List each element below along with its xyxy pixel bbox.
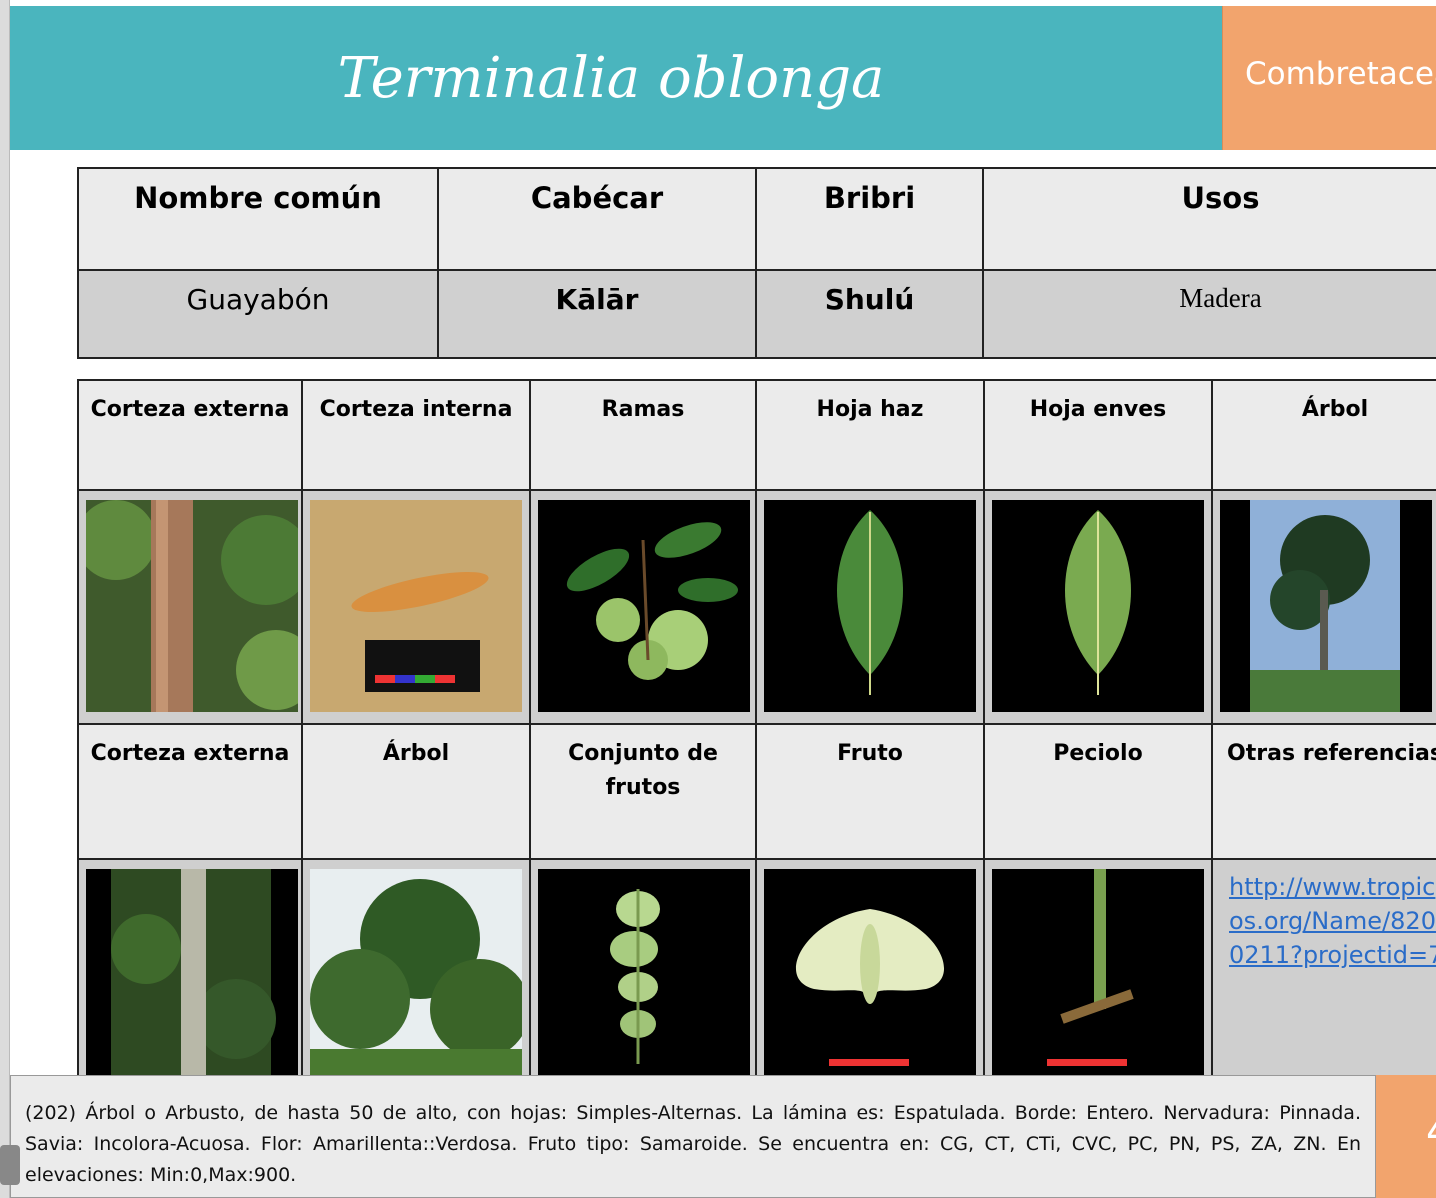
- photo-cell: [301, 489, 531, 725]
- photo-bark-2: [86, 869, 298, 1081]
- label-cell: Corteza externa: [77, 379, 303, 491]
- label-cell: Otras referencias: [1211, 723, 1436, 860]
- species-title: Terminalia oblonga: [337, 45, 885, 111]
- page-number-box: 4: [1376, 1075, 1436, 1198]
- photo-fruits: [538, 869, 750, 1081]
- header-band: Terminalia oblonga: [10, 6, 1222, 150]
- photo-table: Corteza externa Corteza interna Ramas Ho…: [77, 379, 1436, 1102]
- label-cell: Ramas: [529, 379, 757, 491]
- label-cell: Conjunto de frutos: [529, 723, 757, 860]
- family-box: Combretaceae: [1222, 6, 1436, 150]
- photo-tree: [1220, 500, 1432, 712]
- value-cell: Guayabón: [77, 269, 439, 359]
- names-table: Nombre común Cabécar Bribri Usos Guayabó…: [77, 167, 1436, 359]
- value-cell: Kālār: [437, 269, 757, 359]
- header-cell: Bribri: [755, 167, 984, 271]
- header-cell: Cabécar: [437, 167, 757, 271]
- page-number: 4: [1426, 1109, 1436, 1155]
- photo-cell: [301, 858, 531, 1102]
- value-cell: Shulú: [755, 269, 984, 359]
- description: (202) Árbol o Arbusto, de hasta 50 de al…: [25, 1102, 1361, 1186]
- photo-cell: [983, 858, 1213, 1102]
- description-box: (202) Árbol o Arbusto, de hasta 50 de al…: [10, 1075, 1376, 1198]
- photo-branch: [538, 500, 750, 712]
- photo-cell: [755, 858, 985, 1102]
- label-cell: Hoja haz: [755, 379, 985, 491]
- photo-tree-2: [310, 869, 522, 1081]
- label-cell: Corteza externa: [77, 723, 303, 860]
- photo-cell: [77, 489, 303, 725]
- value-cell: Madera: [982, 269, 1436, 359]
- photo-leaf-under: [992, 500, 1204, 712]
- reference-link[interactable]: http://www.tropicos.org/Name/8200211?pro…: [1229, 873, 1436, 969]
- header-cell: Nombre común: [77, 167, 439, 271]
- photo-inner-bark: [310, 500, 522, 712]
- photo-cell: [983, 489, 1213, 725]
- header-cell: Usos: [982, 167, 1436, 271]
- page-edge: [0, 0, 10, 1198]
- side-tab: [0, 1145, 20, 1185]
- family-name: Combretaceae: [1245, 56, 1436, 92]
- photo-cell: [529, 858, 757, 1102]
- link-cell: http://www.tropicos.org/Name/8200211?pro…: [1211, 858, 1436, 1102]
- photo-cell: [755, 489, 985, 725]
- label-cell: Fruto: [755, 723, 985, 860]
- photo-cell: [1211, 489, 1436, 725]
- photo-bark: [86, 500, 298, 712]
- label-cell: Árbol: [301, 723, 531, 860]
- photo-cell: [77, 858, 303, 1102]
- photo-cell: [529, 489, 757, 725]
- label-cell: Árbol: [1211, 379, 1436, 491]
- photo-fruit: [764, 869, 976, 1081]
- label-cell: Hoja enves: [983, 379, 1213, 491]
- photo-leaf-top: [764, 500, 976, 712]
- label-cell: Peciolo: [983, 723, 1213, 860]
- label-cell: Corteza interna: [301, 379, 531, 491]
- photo-petiole: [992, 869, 1204, 1081]
